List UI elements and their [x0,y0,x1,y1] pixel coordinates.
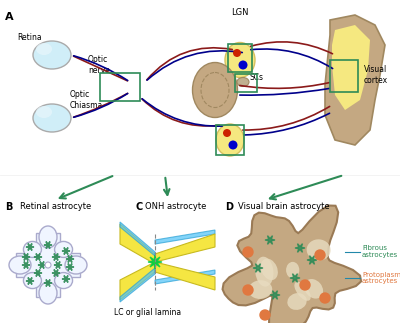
Text: ONH astrocyte: ONH astrocyte [145,202,206,211]
Polygon shape [44,242,52,248]
Text: LGN: LGN [231,8,249,17]
Polygon shape [155,234,215,262]
Polygon shape [52,254,60,260]
Circle shape [260,310,270,320]
Polygon shape [155,230,215,244]
Polygon shape [44,279,52,287]
Ellipse shape [225,43,255,78]
Circle shape [238,60,248,69]
Circle shape [315,250,325,260]
Bar [100,73,140,101]
Ellipse shape [294,282,311,301]
Ellipse shape [33,41,71,69]
Polygon shape [295,244,305,252]
Text: SCs: SCs [250,74,264,82]
Circle shape [243,247,253,257]
Polygon shape [62,247,70,255]
Text: Fibrous
astrocytes: Fibrous astrocytes [362,245,398,258]
Circle shape [300,280,310,290]
Ellipse shape [33,104,71,132]
Polygon shape [325,15,385,145]
Polygon shape [120,222,155,256]
Ellipse shape [248,280,272,299]
Polygon shape [253,264,263,272]
Polygon shape [155,270,215,284]
Polygon shape [66,255,74,263]
Bar [235,74,257,92]
Polygon shape [265,236,275,244]
Text: Protoplasmic
astrocytes: Protoplasmic astrocytes [362,272,400,285]
Circle shape [228,141,238,150]
Polygon shape [34,254,42,260]
Text: Visual
cortex: Visual cortex [364,65,388,85]
Circle shape [320,293,330,303]
Polygon shape [307,256,317,264]
Polygon shape [332,25,370,110]
Polygon shape [52,269,60,276]
Polygon shape [54,262,62,268]
Polygon shape [16,233,80,297]
Text: Retina: Retina [18,34,42,43]
Ellipse shape [261,259,278,280]
Polygon shape [62,276,70,283]
Text: Optic
nerve: Optic nerve [88,55,110,75]
Ellipse shape [287,293,307,310]
Polygon shape [22,262,30,268]
Bar [330,60,358,92]
Ellipse shape [36,43,52,55]
Ellipse shape [237,78,249,87]
Polygon shape [270,291,280,299]
Polygon shape [26,277,34,285]
Circle shape [223,129,231,137]
Ellipse shape [65,256,87,274]
Polygon shape [38,262,46,268]
Polygon shape [155,262,215,290]
Text: Visual brain astrocyte: Visual brain astrocyte [238,202,330,211]
Circle shape [243,285,253,295]
Polygon shape [290,274,300,282]
Ellipse shape [54,273,72,288]
Bar [216,125,244,155]
Text: D: D [225,202,233,212]
Ellipse shape [192,62,238,118]
Polygon shape [26,244,34,250]
Text: C: C [135,202,142,212]
Polygon shape [120,268,155,302]
Bar [228,44,252,72]
Text: A: A [5,12,14,22]
Ellipse shape [24,242,42,257]
Ellipse shape [286,262,299,278]
Polygon shape [120,262,155,300]
Ellipse shape [39,282,57,304]
Text: LC or glial lamina: LC or glial lamina [114,308,182,317]
Polygon shape [222,205,361,323]
Text: Retinal astrocyte: Retinal astrocyte [20,202,91,211]
Ellipse shape [39,226,57,248]
Ellipse shape [9,256,31,274]
Ellipse shape [54,242,72,257]
Polygon shape [34,269,42,276]
Ellipse shape [304,279,323,298]
Polygon shape [22,254,30,260]
Ellipse shape [255,257,274,287]
Ellipse shape [216,124,244,156]
Polygon shape [120,224,155,264]
Ellipse shape [24,273,42,288]
Text: B: B [5,202,12,212]
Polygon shape [66,264,74,270]
Polygon shape [148,255,162,269]
Circle shape [45,262,51,268]
Text: Optic
Chiasma: Optic Chiasma [70,90,103,110]
Ellipse shape [307,239,331,261]
Ellipse shape [36,106,52,118]
Circle shape [233,49,241,57]
